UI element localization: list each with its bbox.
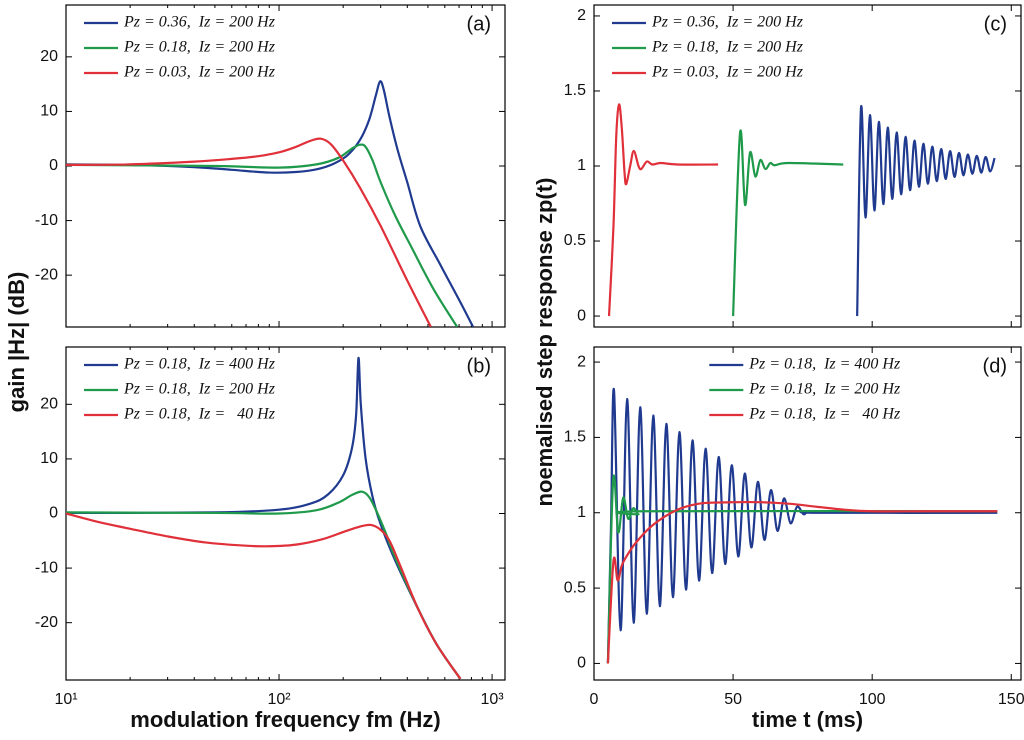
y-tick-label: 0 [49, 505, 58, 522]
legend-label: Pz = 0.36, Iz = 200 Hz [651, 14, 804, 31]
x-tick-label: 0 [590, 691, 599, 708]
x-axis-label: modulation frequency fm (Hz) [130, 707, 440, 732]
y-tick-label: -10 [35, 212, 58, 229]
line-series [66, 80, 475, 327]
series-group [606, 387, 998, 664]
legend-label: Pz = 0.18, Iz = 400 Hz [123, 356, 276, 373]
legend-label: Pz = 0.18, Iz = 200 Hz [123, 39, 276, 56]
legend-label: Pz = 0.18, Iz = 200 Hz [748, 381, 901, 398]
series-group [66, 80, 475, 327]
y-tick-label: 0.5 [564, 232, 586, 249]
line-series [66, 512, 462, 680]
legend-label: Pz = 0.18, Iz = 400 Hz [748, 356, 901, 373]
x-tick-label: 50 [724, 691, 742, 708]
legend-label: Pz = 0.18, Iz = 200 Hz [651, 39, 804, 56]
line-series [606, 474, 998, 664]
panel-label: (a) [467, 13, 491, 35]
y-tick-label: 2 [577, 353, 586, 370]
x-tick-label: 150 [998, 691, 1024, 708]
y-tick-label: 0 [49, 157, 58, 174]
line-series [66, 490, 462, 680]
legend-label: Pz = 0.03, Iz = 200 Hz [651, 64, 804, 81]
y-tick-label: 20 [40, 396, 58, 413]
legend-label: Pz = 0.18, Iz = 40 Hz [123, 406, 276, 423]
legend-label: Pz = 0.18, Iz = 40 Hz [748, 406, 901, 423]
x-tick-label: 10² [267, 691, 291, 708]
legend-label: Pz = 0.36, Iz = 200 Hz [123, 14, 276, 31]
x-tick-label: 100 [859, 691, 886, 708]
series-group [607, 103, 996, 317]
y-tick-label: 1 [577, 504, 586, 521]
panel-label: (d) [983, 355, 1007, 377]
y-axis-label: noemalised step response zp(t) [532, 178, 557, 507]
y-tick-label: 0 [577, 307, 586, 324]
series-group [66, 356, 462, 680]
line-series [606, 500, 998, 664]
y-tick-label: 10 [40, 103, 58, 120]
line-series [856, 105, 996, 317]
plot-frame [593, 346, 1022, 681]
y-axis-label: gain |Hz| (dB) [4, 272, 29, 413]
x-tick-label: 10³ [481, 691, 505, 708]
y-tick-label: -10 [35, 559, 58, 576]
line-series [607, 103, 719, 317]
line-series [606, 387, 998, 664]
line-series [66, 137, 432, 327]
y-tick-label: 2 [577, 7, 586, 24]
legend-label: Pz = 0.03, Iz = 200 Hz [123, 64, 276, 81]
y-tick-label: 1.5 [564, 82, 586, 99]
line-series [66, 143, 459, 327]
line-series [731, 129, 844, 317]
y-tick-label: -20 [35, 614, 58, 631]
y-tick-label: 20 [40, 48, 58, 65]
y-tick-label: 0 [577, 655, 586, 672]
y-tick-label: 1.5 [564, 429, 586, 446]
y-tick-label: 10 [40, 450, 58, 467]
y-tick-label: 1 [577, 157, 586, 174]
x-axis-label: time t (ms) [752, 707, 863, 732]
panel-label: (c) [984, 13, 1007, 35]
y-tick-label: -20 [35, 266, 58, 283]
y-tick-label: 0.5 [564, 579, 586, 596]
x-tick-label: 10¹ [54, 691, 77, 708]
legend-label: Pz = 0.18, Iz = 200 Hz [123, 381, 276, 398]
panel-label: (b) [467, 355, 491, 377]
